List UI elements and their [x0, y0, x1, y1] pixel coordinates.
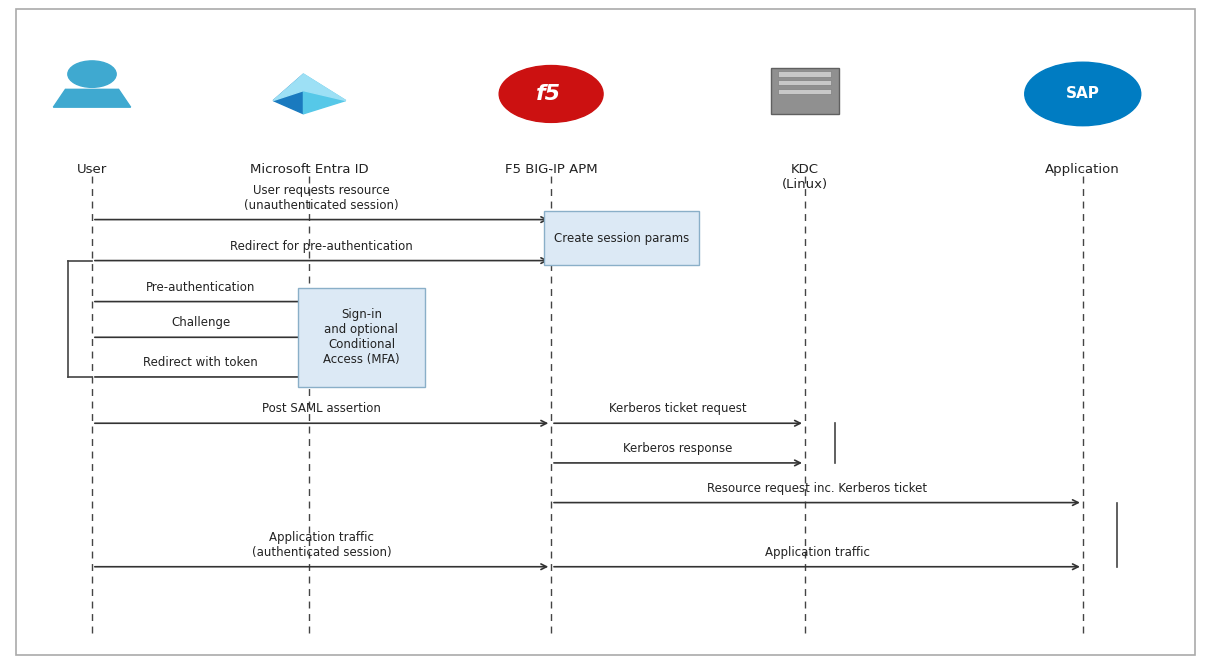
Text: Microsoft Entra ID: Microsoft Entra ID — [251, 163, 369, 177]
Text: Application traffic: Application traffic — [764, 546, 869, 559]
Text: Resource request inc. Kerberos ticket: Resource request inc. Kerberos ticket — [707, 481, 926, 495]
Text: Application: Application — [1045, 163, 1120, 177]
Text: F5 BIG-IP APM: F5 BIG-IP APM — [505, 163, 597, 177]
Text: User: User — [76, 163, 107, 177]
Text: SAP: SAP — [1066, 86, 1100, 102]
Text: KDC
(Linux): KDC (Linux) — [782, 163, 828, 191]
Text: Challenge: Challenge — [171, 316, 230, 329]
Text: Create session params: Create session params — [553, 232, 689, 244]
Text: Kerberos ticket request: Kerberos ticket request — [609, 402, 747, 415]
Text: Redirect for pre-authentication: Redirect for pre-authentication — [230, 240, 413, 253]
Text: f5: f5 — [536, 84, 561, 104]
Text: Post SAML assertion: Post SAML assertion — [262, 402, 381, 415]
Text: Kerberos response: Kerberos response — [624, 442, 733, 455]
FancyBboxPatch shape — [779, 89, 832, 94]
Text: Pre-authentication: Pre-authentication — [147, 281, 256, 293]
Polygon shape — [274, 74, 345, 100]
Circle shape — [499, 66, 603, 122]
FancyBboxPatch shape — [779, 72, 832, 77]
Text: Application traffic
(authenticated session): Application traffic (authenticated sessi… — [252, 531, 391, 559]
FancyBboxPatch shape — [779, 80, 832, 86]
Polygon shape — [304, 74, 345, 114]
Circle shape — [1025, 62, 1141, 125]
FancyBboxPatch shape — [771, 68, 839, 114]
Polygon shape — [53, 90, 131, 107]
Text: Redirect with token: Redirect with token — [143, 356, 258, 369]
Text: User requests resource
(unauthenticated session): User requests resource (unauthenticated … — [245, 184, 398, 212]
Circle shape — [493, 62, 609, 125]
Polygon shape — [274, 74, 304, 114]
Text: Sign-in
and optional
Conditional
Access (MFA): Sign-in and optional Conditional Access … — [323, 308, 400, 367]
FancyBboxPatch shape — [298, 288, 425, 387]
FancyBboxPatch shape — [544, 211, 699, 265]
Circle shape — [68, 61, 116, 88]
